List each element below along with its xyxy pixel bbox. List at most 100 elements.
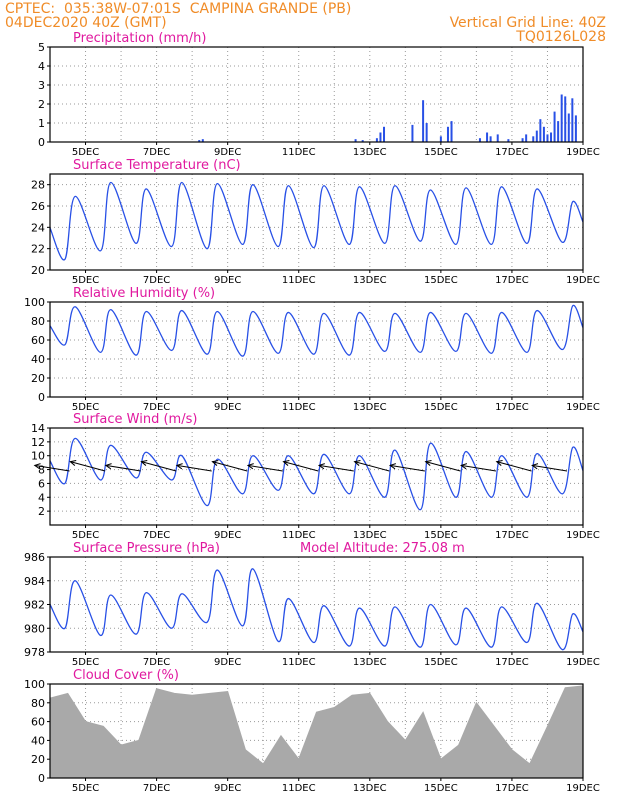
precip-bar [560,94,563,142]
panel-frame [49,46,584,143]
x-tick-label: 11DEC [282,147,316,158]
x-tick-label: 13DEC [353,402,387,413]
wind-arrow-head [317,463,325,470]
wind-arrow [34,464,70,472]
x-tick-label: 13DEC [353,783,387,794]
y-tick-label: 60 [31,334,45,347]
wind-arrow [70,461,106,472]
panel-title: Cloud Cover (%) [73,668,179,683]
x-tick-label: 15DEC [424,783,458,794]
wind-arrow-head [424,460,432,466]
wind-arrow [283,461,319,472]
y-tick-label: 980 [24,622,45,635]
precip-bar [422,100,425,142]
wind-arrow-head [388,463,396,470]
wind-arrow-head [282,460,290,466]
x-tick-label: 15DEC [424,402,458,413]
station-header: CPTEC: 035:38W-07:01S CAMPINA GRANDE (PB… [5,1,352,17]
wind-arrow-head [495,460,503,466]
panel-6: 0 20 40 60 80 100 5DEC 7DEC 9DEC 11DEC 13DEC 15DEC 1… [24,668,600,794]
precip-bar [425,123,428,142]
x-tick-label: 15DEC [424,530,458,541]
x-tick-label: 17DEC [495,783,529,794]
y-tick-label: 20 [31,372,45,385]
x-tick-label: 11DEC [282,783,316,794]
x-tick-label: 9DEC [214,147,241,158]
x-tick-label: 5DEC [72,402,99,413]
precip-bar [361,140,364,142]
x-tick-label: 17DEC [495,147,529,158]
series-line [49,181,584,261]
panel-title: Surface Wind (m/s) [73,412,197,427]
precip-bar [446,126,449,142]
y-tick-label: 20 [31,753,45,766]
precip-bar [383,126,386,142]
y-tick-label: 10 [31,450,45,463]
y-tick-label: 80 [31,697,45,710]
series-line [49,304,584,357]
precip-bar [439,136,442,142]
x-tick-label: 5DEC [72,147,99,158]
precip-bar [553,111,556,142]
x-tick-label: 9DEC [214,783,241,794]
x-tick-label: 7DEC [143,530,170,541]
wind-arrow-head [104,463,112,470]
y-tick-label: 3 [38,79,45,92]
y-tick-label: 40 [31,734,45,747]
y-tick-label: 2 [38,505,45,518]
x-tick-label: 5DEC [72,783,99,794]
y-tick-label: 100 [24,678,45,691]
precip-bar [550,132,553,142]
x-tick-label: 15DEC [424,147,458,158]
precip-bar [539,119,542,142]
x-tick-label: 17DEC [495,402,529,413]
wind-arrow [141,461,177,472]
x-tick-label: 13DEC [353,657,387,668]
panel-2: 20 22 24 26 28 5DEC 7DEC 9DEC 11DEC 13DEC 15DEC 17D… [31,158,600,286]
wind-arrow-head [460,463,468,470]
x-tick-label: 7DEC [143,783,170,794]
precip-bar [532,136,535,142]
y-tick-label: 100 [24,296,45,309]
wind-arrow [176,464,212,472]
precip-bar [411,124,414,142]
precip-bar [450,121,453,142]
x-tick-label: 13DEC [353,147,387,158]
precip-bar [489,136,492,142]
y-tick-label: 40 [31,353,45,366]
x-tick-label: 11DEC [282,275,316,286]
x-tick-label: 11DEC [282,530,316,541]
wind-arrow [532,464,568,472]
panel-frame [49,427,584,526]
x-tick-label: 17DEC [495,657,529,668]
x-tick-label: 11DEC [282,657,316,668]
x-tick-label: 15DEC [424,657,458,668]
wind-arrow-head [140,460,148,466]
precip-bar [567,113,570,142]
y-tick-label: 8 [38,464,45,477]
y-tick-label: 28 [31,179,45,192]
x-tick-label: 13DEC [353,530,387,541]
x-tick-label: 9DEC [214,275,241,286]
x-tick-label: 7DEC [143,147,170,158]
x-tick-label: 19DEC [566,147,600,158]
y-tick-label: 984 [24,575,45,588]
precip-bar [354,139,357,142]
x-tick-label: 19DEC [566,657,600,668]
wind-arrow-head [69,460,77,466]
wind-arrow-head [246,463,254,470]
x-tick-label: 17DEC [495,275,529,286]
wind-arrow-head [211,460,219,466]
y-tick-label: 0 [38,391,45,404]
panel-frame [49,683,584,779]
x-tick-label: 7DEC [143,657,170,668]
precip-bar [379,132,382,142]
wind-arrow-head [531,463,539,470]
precip-bar [375,138,378,142]
series-line [49,568,584,651]
y-tick-label: 982 [24,599,45,612]
panel-title: Surface Temperature (nC) [73,158,241,173]
y-tick-label: 24 [31,221,45,234]
